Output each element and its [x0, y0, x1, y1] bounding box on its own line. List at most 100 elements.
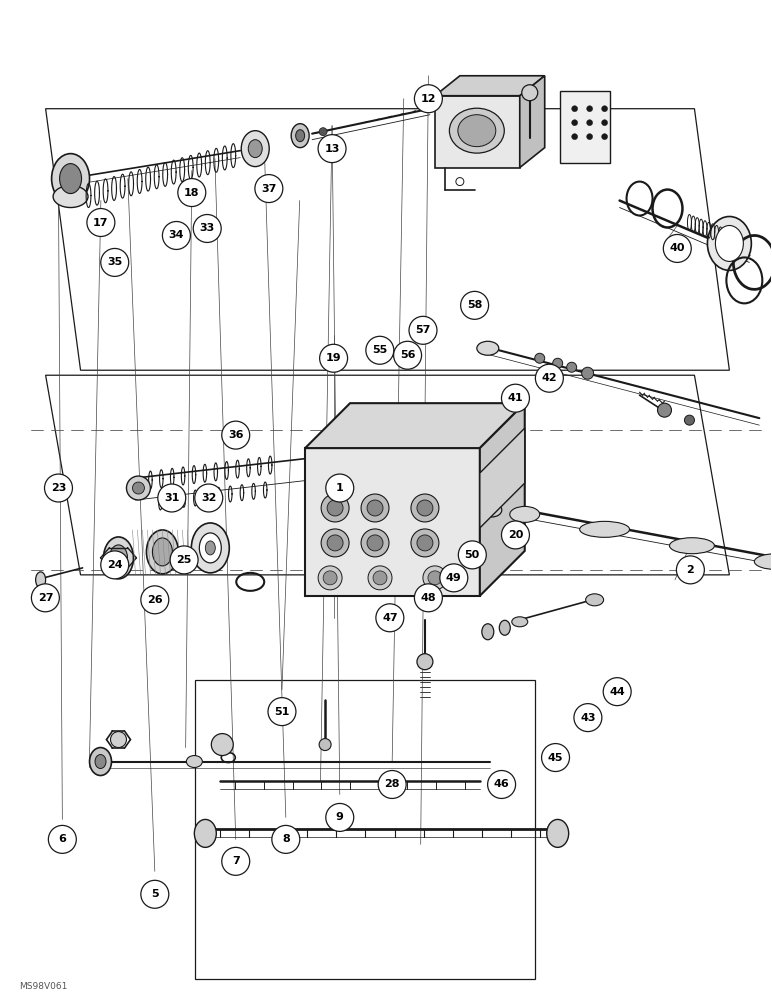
Text: 1: 1: [336, 483, 344, 493]
Circle shape: [536, 364, 564, 392]
Circle shape: [428, 571, 442, 585]
Ellipse shape: [296, 130, 305, 142]
Text: 19: 19: [326, 353, 341, 363]
Ellipse shape: [90, 748, 111, 776]
Text: 57: 57: [415, 325, 431, 335]
Ellipse shape: [103, 537, 134, 579]
Circle shape: [663, 234, 691, 262]
Ellipse shape: [580, 521, 629, 537]
Ellipse shape: [707, 217, 751, 270]
Circle shape: [417, 500, 433, 516]
Circle shape: [567, 362, 577, 372]
Circle shape: [581, 367, 594, 379]
Text: 24: 24: [107, 560, 123, 570]
Ellipse shape: [449, 108, 504, 153]
Circle shape: [141, 586, 169, 614]
Circle shape: [326, 803, 354, 831]
Circle shape: [587, 106, 593, 112]
Circle shape: [423, 566, 447, 590]
Circle shape: [522, 85, 538, 101]
Circle shape: [417, 535, 433, 551]
Circle shape: [587, 120, 593, 126]
Text: 26: 26: [147, 595, 163, 605]
Circle shape: [658, 403, 672, 417]
Text: 6: 6: [59, 834, 66, 844]
Text: 49: 49: [446, 573, 462, 583]
Circle shape: [32, 584, 59, 612]
Polygon shape: [435, 96, 520, 168]
Circle shape: [127, 476, 151, 500]
Polygon shape: [305, 403, 525, 448]
Circle shape: [193, 215, 222, 242]
Circle shape: [542, 744, 570, 772]
Text: 9: 9: [336, 812, 344, 822]
Ellipse shape: [242, 131, 269, 167]
Circle shape: [411, 494, 439, 522]
Circle shape: [440, 564, 468, 592]
Circle shape: [318, 566, 342, 590]
Text: 43: 43: [580, 713, 596, 723]
Circle shape: [373, 571, 387, 585]
Text: 41: 41: [508, 393, 523, 403]
Circle shape: [255, 175, 283, 203]
Text: 56: 56: [400, 350, 415, 360]
Ellipse shape: [510, 506, 540, 522]
Ellipse shape: [669, 538, 714, 554]
Ellipse shape: [95, 755, 106, 769]
Text: 17: 17: [93, 218, 109, 228]
Ellipse shape: [482, 624, 494, 640]
Circle shape: [141, 880, 169, 908]
Circle shape: [394, 341, 422, 369]
Ellipse shape: [186, 756, 202, 768]
Polygon shape: [520, 76, 545, 168]
Polygon shape: [480, 403, 525, 596]
Text: 8: 8: [282, 834, 290, 844]
Circle shape: [361, 494, 389, 522]
Circle shape: [318, 135, 346, 163]
Text: 7: 7: [232, 856, 239, 866]
Circle shape: [320, 344, 347, 372]
Circle shape: [461, 291, 489, 319]
Circle shape: [411, 529, 439, 557]
Text: 51: 51: [274, 707, 290, 717]
Circle shape: [222, 847, 249, 875]
Ellipse shape: [147, 530, 178, 574]
Text: 36: 36: [228, 430, 243, 440]
Circle shape: [378, 771, 406, 798]
Text: 12: 12: [421, 94, 436, 104]
Circle shape: [415, 85, 442, 113]
Polygon shape: [480, 428, 525, 528]
Circle shape: [601, 106, 608, 112]
Ellipse shape: [754, 554, 772, 570]
Circle shape: [502, 521, 530, 549]
Circle shape: [327, 535, 343, 551]
Circle shape: [601, 120, 608, 126]
Ellipse shape: [291, 124, 309, 148]
Text: 55: 55: [372, 345, 388, 355]
Circle shape: [409, 316, 437, 344]
Text: 45: 45: [548, 753, 564, 763]
Circle shape: [321, 529, 349, 557]
Circle shape: [415, 584, 442, 612]
Ellipse shape: [249, 140, 262, 158]
Circle shape: [110, 732, 127, 748]
Circle shape: [571, 106, 577, 112]
Ellipse shape: [152, 538, 172, 566]
Circle shape: [87, 209, 115, 236]
Circle shape: [133, 482, 144, 494]
Circle shape: [603, 678, 631, 706]
Text: 18: 18: [184, 188, 199, 198]
Circle shape: [502, 384, 530, 412]
Ellipse shape: [36, 572, 46, 588]
Ellipse shape: [53, 186, 88, 208]
Circle shape: [366, 336, 394, 364]
Circle shape: [361, 529, 389, 557]
Text: 48: 48: [421, 593, 436, 603]
Text: 33: 33: [200, 223, 215, 233]
Circle shape: [571, 120, 577, 126]
Circle shape: [459, 541, 486, 569]
Ellipse shape: [205, 541, 215, 555]
Text: 42: 42: [541, 373, 557, 383]
Text: 40: 40: [669, 243, 685, 253]
Circle shape: [574, 704, 602, 732]
